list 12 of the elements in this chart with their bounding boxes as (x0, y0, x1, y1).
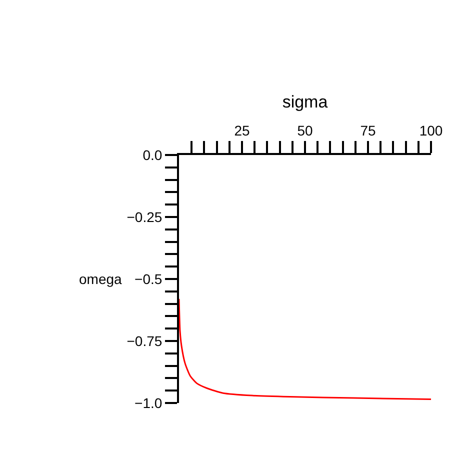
y-tick-label: −0.75 (126, 332, 162, 349)
line-series (179, 298, 431, 400)
y-tick-label: −0.25 (126, 208, 162, 225)
x-tick-label: 50 (297, 122, 313, 138)
x-tick-label: 75 (360, 122, 376, 138)
y-axis-title: omega (79, 271, 122, 287)
x-axis-title: sigma (282, 92, 328, 112)
x-tick-label: 25 (234, 122, 250, 138)
y-tick-label: −1.0 (134, 394, 162, 411)
x-tick-label: 100 (419, 122, 443, 138)
y-tick-label: −0.5 (134, 270, 162, 287)
y-tick-label: 0.0 (142, 146, 162, 163)
